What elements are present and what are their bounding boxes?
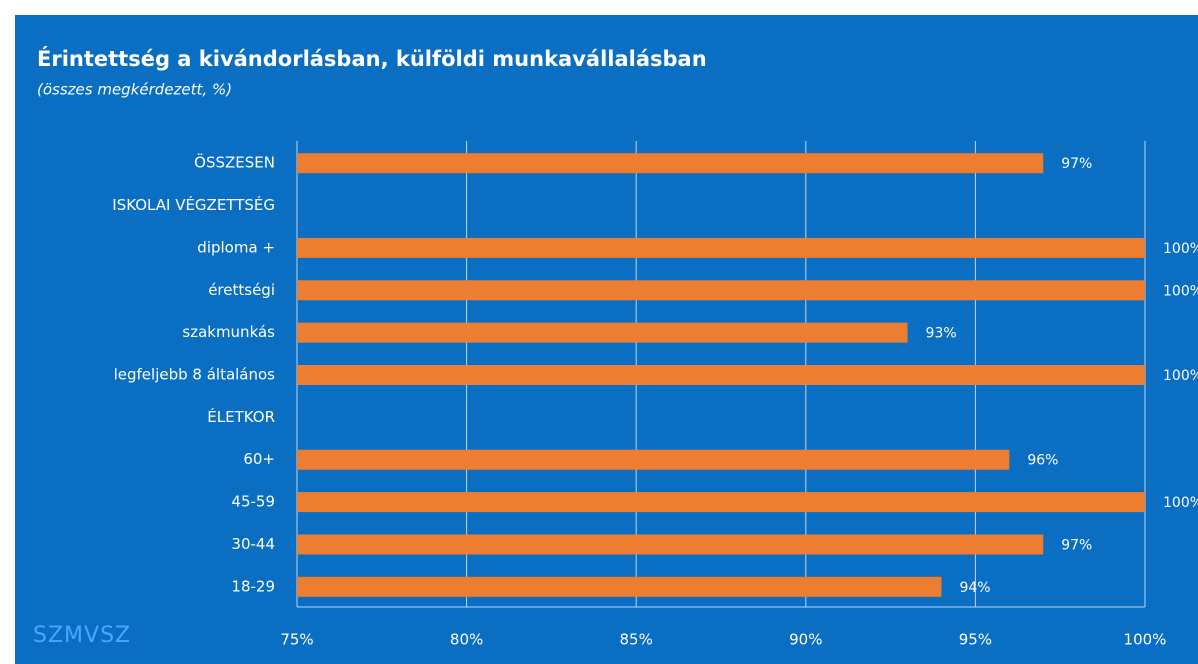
- y-tick-label: érettségi: [208, 281, 275, 299]
- value-label: 93%: [926, 326, 957, 342]
- y-tick-label: ÉLETKOR: [207, 407, 275, 426]
- x-tick-label: 95%: [959, 631, 992, 649]
- chart-title: Érintettség a kivándorlásban, külföldi m…: [37, 46, 707, 71]
- x-tick-label: 85%: [620, 631, 653, 649]
- value-label: 96%: [1027, 453, 1058, 469]
- bar: [297, 237, 1145, 258]
- bar: [297, 492, 1145, 513]
- y-tick-label: ÖSSZESEN: [194, 153, 275, 172]
- bar: [297, 576, 942, 597]
- value-label: 100%: [1163, 283, 1198, 299]
- x-tick-label: 75%: [280, 631, 313, 649]
- x-tick-label: 90%: [789, 631, 822, 649]
- bar: [297, 449, 1010, 470]
- value-label: 100%: [1163, 368, 1198, 384]
- y-tick-label: szakmunkás: [182, 323, 275, 341]
- value-label: 94%: [959, 580, 990, 596]
- y-tick-label: 45-59: [231, 493, 275, 511]
- bar: [297, 534, 1044, 555]
- y-tick-label: diploma +: [197, 238, 275, 256]
- y-tick-label: 18-29: [231, 577, 275, 595]
- value-label: 100%: [1163, 241, 1198, 257]
- bar: [297, 153, 1044, 174]
- y-tick-label: 30-44: [231, 535, 275, 553]
- x-tick-label: 100%: [1124, 631, 1167, 649]
- bar: [297, 365, 1145, 385]
- value-label: 100%: [1163, 495, 1198, 511]
- logo: SZMVSZ: [33, 623, 131, 648]
- y-tick-label: 60+: [243, 450, 275, 468]
- value-label: 97%: [1061, 156, 1092, 172]
- y-tick-label: legfeljebb 8 általános: [114, 366, 276, 384]
- chart-subtitle: (összes megkérdezett, %): [37, 81, 232, 99]
- bar: [297, 280, 1145, 301]
- bar: [297, 322, 908, 343]
- value-label: 97%: [1061, 537, 1092, 553]
- x-tick-label: 80%: [450, 631, 483, 649]
- y-tick-label: ISKOLAI VÉGZETTSÉG: [112, 195, 275, 214]
